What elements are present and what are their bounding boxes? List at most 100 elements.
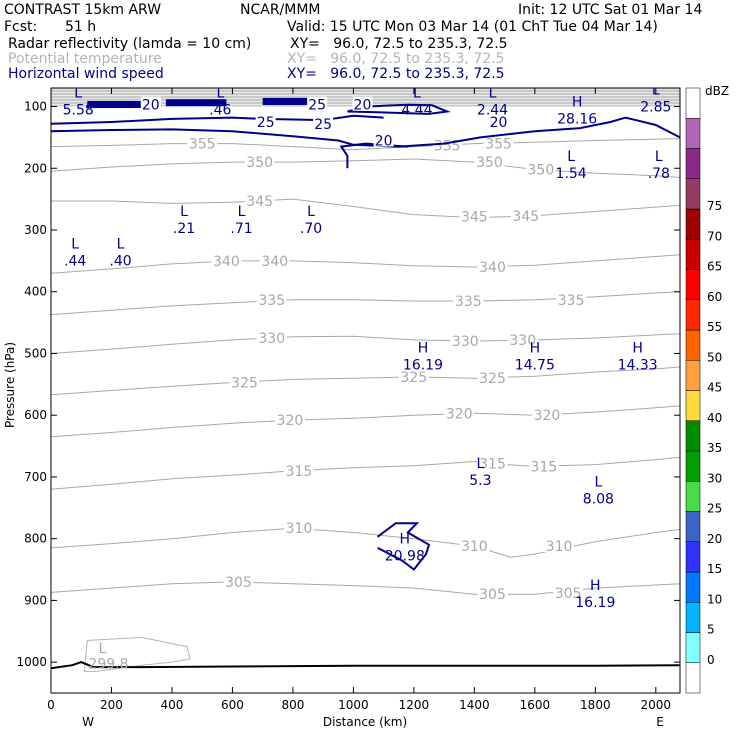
wind-label: 20 <box>354 98 372 114</box>
theta-label: 330 <box>258 331 285 347</box>
field-theta-name: Potential temperature <box>8 51 162 67</box>
extremum-value: .46 <box>209 102 231 118</box>
plot-area: 305 305 305 310 310 310 315 315 315 320 320 320 325 3… <box>51 85 680 672</box>
x-tick-label: 200 <box>100 698 123 712</box>
wind-min-marker: L <box>180 204 188 220</box>
theta-label: 320 <box>277 413 304 429</box>
theta-label-bg <box>244 154 275 169</box>
theta-label-bg <box>477 455 508 470</box>
theta-label-bg <box>283 520 314 535</box>
theta-label-bg <box>450 333 481 348</box>
field-theta-xy: XY= 96.0, 72.5 to 235.3, 72.5 <box>287 51 505 67</box>
fcst-label: Fcst: <box>4 19 38 35</box>
colorbar-swatch <box>685 662 701 694</box>
theta-label: 315 <box>531 459 558 475</box>
theta-contour-310 <box>51 527 680 558</box>
theta-label: 320 <box>446 406 473 422</box>
colorbar-level-label: 50 <box>707 350 722 364</box>
wind-label: 25 <box>308 98 326 114</box>
colorbar-swatch <box>685 360 701 391</box>
theta-label-bg <box>459 208 490 223</box>
extremum-value: 8.08 <box>583 491 614 507</box>
theta-label: 330 <box>509 333 536 349</box>
theta-contour-325 <box>51 366 680 396</box>
extremum-value: 5.58 <box>63 102 94 118</box>
theta-label-bg <box>477 586 508 601</box>
wind-min-marker: L <box>71 237 79 253</box>
theta-label: 335 <box>558 293 585 309</box>
theta-label: 335 <box>455 294 482 310</box>
theta-label: 355 <box>189 137 216 153</box>
theta-label-bg <box>274 412 305 427</box>
wind-contour-25 <box>376 522 431 571</box>
colorbar-swatch <box>685 511 701 542</box>
extremum-value: 16.19 <box>403 357 443 373</box>
colorbar-swatch <box>685 420 701 452</box>
field-wind-name: Horizontal wind speed <box>8 66 164 82</box>
theta-label-bg <box>474 154 505 169</box>
colorbar-swatch <box>685 450 701 482</box>
wind-min-marker: L <box>477 456 485 472</box>
theta-label: 325 <box>231 375 258 391</box>
extremum-value: 14.75 <box>515 357 555 373</box>
extremum-value: 2.85 <box>640 99 671 115</box>
theta-label-bg <box>211 252 242 267</box>
x-tick-label: 2000 <box>641 698 672 712</box>
extremum-value: 4.44 <box>401 102 432 118</box>
wind-min-marker: L <box>489 85 497 101</box>
colorbar-swatch <box>685 178 701 210</box>
theta-label-bg <box>223 573 254 588</box>
x-axis-title: Distance (km) <box>323 715 407 729</box>
y-axis-title: Pressure (hPa) <box>3 342 17 428</box>
theta-label-bg <box>229 374 260 389</box>
colorbar-swatch <box>685 269 701 300</box>
theta-label: 340 <box>479 260 506 276</box>
x-axis-right-label: E <box>656 715 664 729</box>
wind-label-bg <box>307 96 328 111</box>
theta-label: 315 <box>479 456 506 472</box>
theta-low-value: 299.8 <box>88 656 128 672</box>
theta-label-bg <box>256 330 287 345</box>
theta-contour-315 <box>51 456 680 490</box>
colorbar-swatch <box>685 239 701 270</box>
colorbar-level-label: 75 <box>707 199 722 213</box>
axes: 100 200 300 400 500 600 700 800 900 1000 0 200 400 60… <box>16 87 681 712</box>
extremum-value: 20.98 <box>385 549 425 565</box>
theta-label-bg <box>444 405 475 420</box>
theta-label: 325 <box>479 371 506 387</box>
wind-label: 20 <box>490 115 508 131</box>
theta-label-bg <box>256 291 287 306</box>
wind-min-marker: L <box>567 149 575 165</box>
theta-contour-345 <box>51 198 680 219</box>
colorbar-swatch <box>685 329 701 361</box>
x-tick-label: 600 <box>221 698 244 712</box>
theta-contour-335 <box>51 291 680 316</box>
theta-low-marker: L <box>99 641 107 657</box>
theta-label: 310 <box>546 539 573 555</box>
theta-label: 345 <box>461 209 488 225</box>
wind-max-marker: H <box>590 578 601 594</box>
y-tick-label: 1000 <box>16 655 47 669</box>
colorbar-level-label: 20 <box>707 532 722 546</box>
theta-label: 305 <box>225 575 252 591</box>
model-name: CONTRAST 15km ARW <box>4 2 162 18</box>
y-tick-label: 700 <box>24 470 47 484</box>
wind-min-marker: L <box>307 204 315 220</box>
theta-label: 305 <box>555 586 582 602</box>
theta-label-bg <box>453 292 484 307</box>
y-tick-label: 800 <box>24 532 47 546</box>
x-tick-label: 1600 <box>520 698 551 712</box>
theta-label: 345 <box>512 209 539 225</box>
theta-label: 310 <box>286 521 313 537</box>
plot-frame <box>50 87 681 694</box>
wind-label-bg <box>352 96 373 111</box>
wind-contour-25 <box>51 114 384 125</box>
colorbar-level-label: 65 <box>707 260 722 274</box>
theta-label-bg <box>283 462 314 477</box>
colorbar-swatch <box>685 87 701 119</box>
extremum-value: 1.54 <box>556 166 587 182</box>
wind-min-marker: L <box>117 237 125 253</box>
colorbar-swatch <box>685 390 701 421</box>
field-wind-xy: XY= 96.0, 72.5 to 235.3, 72.5 <box>287 66 505 82</box>
wind-max-marker: H <box>400 532 411 548</box>
